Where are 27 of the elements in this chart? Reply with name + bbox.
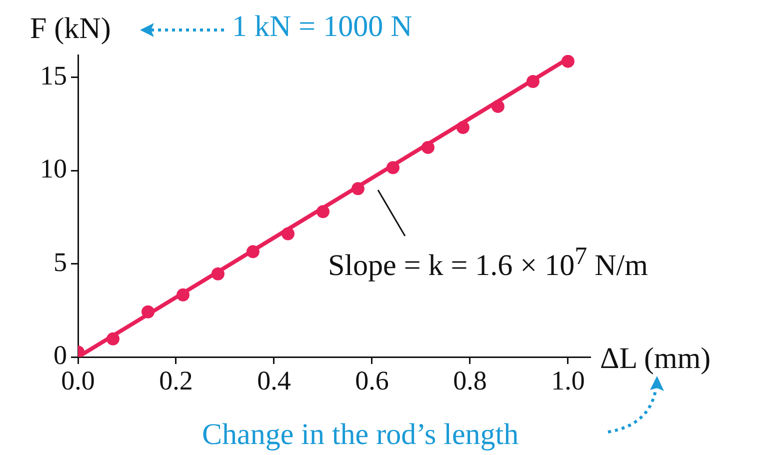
point	[351, 182, 364, 196]
y-tick-label: 5	[54, 246, 67, 277]
x-tick-label: 1.0	[551, 365, 585, 396]
x-tick-label: 0.4	[257, 365, 292, 396]
x-tick-label: 0.8	[453, 365, 487, 396]
point	[526, 74, 540, 88]
y-axis-title: F (kN)	[30, 12, 111, 45]
point	[386, 161, 400, 174]
y-tick-label: 15	[40, 60, 67, 90]
point	[281, 227, 294, 240]
point	[106, 332, 120, 346]
annotation: Slope = k = 1.6 × 10$^{7}$ N/m	[328, 243, 648, 282]
point	[142, 305, 155, 318]
point	[316, 205, 330, 218]
text: Change in the rod’s length	[202, 418, 519, 451]
text: 1 kN = 1000 N	[232, 10, 412, 43]
point	[491, 100, 504, 113]
point	[561, 55, 574, 68]
point	[421, 140, 434, 154]
x-tick-label: 0.6	[355, 365, 389, 396]
point	[246, 245, 260, 258]
point	[211, 267, 224, 280]
point	[456, 121, 470, 134]
y-tick-label: 10	[40, 154, 67, 184]
x-tick-label: 0.2	[159, 365, 193, 396]
x-axis-title: ΔL (mm)	[600, 342, 711, 375]
point	[176, 288, 190, 302]
